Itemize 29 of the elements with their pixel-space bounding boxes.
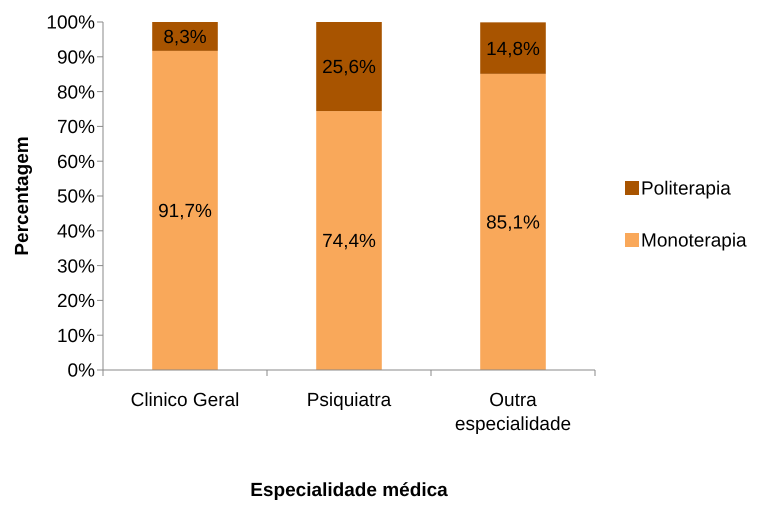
y-axis-title: Percentagem (12, 136, 33, 256)
data-label: 85,1% (486, 212, 540, 234)
y-tick-label: 70% (56, 117, 96, 138)
bar (480, 74, 546, 370)
y-tick-label: 100% (46, 12, 96, 34)
data-label: 14,8% (486, 38, 540, 60)
y-tick-label: 90% (56, 47, 96, 68)
bar (316, 111, 382, 370)
bar (480, 22, 546, 74)
x-axis-title: Especialidade médica (250, 480, 448, 501)
y-tick-label: 10% (56, 326, 96, 347)
bar (152, 50, 218, 370)
legend-label: Monoterapia (641, 230, 748, 252)
data-label: 91,7% (158, 201, 212, 222)
x-tick-label: Clinico Geral (130, 390, 240, 411)
data-label: 25,6% (322, 57, 376, 78)
y-tick-label: 50% (56, 186, 96, 208)
y-tick-label: 40% (56, 221, 96, 242)
y-tick-label: 0% (68, 360, 96, 382)
bar (316, 22, 382, 112)
y-tick-label: 20% (56, 291, 96, 312)
x-tick-label: Psiquiatra (306, 390, 392, 411)
y-tick-label: 80% (56, 82, 96, 104)
x-tick-label: Outra especialidade (454, 390, 572, 435)
legend-label: Politerapia (641, 178, 732, 200)
data-label: 74,4% (322, 231, 376, 252)
data-label: 8,3% (163, 27, 207, 48)
y-tick-label: 60% (56, 152, 96, 173)
y-tick-label: 30% (56, 256, 96, 278)
